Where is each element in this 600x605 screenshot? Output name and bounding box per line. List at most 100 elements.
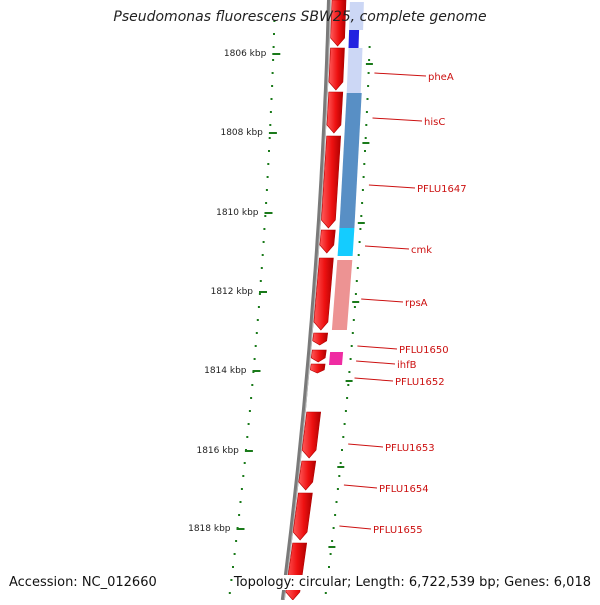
ruler-label: 1812 kbp [211, 287, 254, 297]
gene-arrow [319, 229, 336, 254]
gene-arrow [309, 363, 326, 374]
ruler-tick-dot [273, 33, 275, 35]
ruler-tick-dot [248, 410, 251, 412]
gene-label: PFLU1650 [399, 345, 449, 356]
ruler-tick-dot [246, 436, 249, 438]
ruler-tick-dot [257, 306, 260, 308]
backbone-line [280, 0, 331, 601]
ruler-tick-dot [242, 475, 245, 477]
feature-block [331, 260, 353, 330]
gene-label: ihfB [397, 360, 417, 371]
ruler-tick-dot [230, 579, 233, 581]
ruler-major-tick [244, 450, 253, 452]
inner-tick-dot [349, 358, 352, 360]
inner-tick-dot [365, 124, 368, 126]
inner-tick-dot [356, 267, 359, 269]
accession-label: Accession: NC_012660 [9, 575, 157, 590]
gene-leader-line [361, 298, 404, 303]
ruler-label: 1810 kbp [216, 208, 259, 218]
gene-arrow [330, 0, 347, 47]
gene-arrow [310, 349, 327, 363]
inner-tick-dot [360, 215, 363, 217]
inner-major-tick [328, 546, 336, 548]
gene-leader-line [364, 245, 410, 250]
ruler-tick-dot [238, 514, 241, 516]
ruler-tick-dot [232, 566, 234, 568]
ruler-tick-dot [271, 72, 274, 74]
inner-tick-dot [361, 202, 364, 204]
feature-block [339, 93, 362, 228]
ruler-tick-dot [255, 332, 258, 334]
inner-major-tick [337, 466, 345, 468]
feature-block [337, 228, 355, 256]
gene-label: PFLU1647 [417, 184, 467, 195]
ruler-tick-dot [251, 384, 254, 386]
inner-tick-dot [324, 592, 327, 594]
genome-title: Pseudomonas fluorescens SBW25, complete … [113, 9, 487, 25]
inner-tick-dot [346, 397, 349, 399]
ruler-tick-dot [247, 423, 250, 425]
ruler-tick-dot [265, 189, 268, 191]
ruler-tick-dot [265, 202, 268, 204]
ruler-tick-dot [261, 254, 264, 256]
inner-tick-dot [364, 150, 366, 152]
ruler-label: 1818 kbp [188, 524, 231, 534]
ruler-tick-dot [262, 241, 265, 243]
ruler-tick-dot [233, 553, 236, 555]
ruler-tick-dot [266, 176, 269, 178]
inner-tick-dot [343, 423, 346, 425]
ruler-tick-dot [263, 228, 266, 230]
ruler-label: 1808 kbp [220, 128, 263, 138]
gene-leader-line [354, 377, 394, 382]
ruler-tick-dot [268, 150, 270, 152]
inner-tick-dot [355, 280, 358, 282]
inner-major-tick [357, 222, 365, 224]
inner-tick-dot [328, 566, 330, 568]
feature-block [329, 352, 344, 365]
ruler-tick-dot [228, 592, 231, 594]
gene-leader-line [368, 184, 416, 189]
gene-arrow [292, 492, 313, 541]
gene-arrow [313, 257, 334, 331]
ruler-tick-dot [268, 137, 271, 139]
ruler-tick-dot [254, 345, 257, 347]
ruler-tick-dot [270, 98, 273, 100]
ruler-tick-dot [243, 462, 246, 464]
ruler-tick-dot [260, 267, 263, 269]
inner-tick-dot [329, 553, 332, 555]
ruler-label: 1806 kbp [224, 49, 267, 59]
ruler-tick-dot [259, 280, 262, 282]
ruler-major-tick [252, 370, 261, 372]
ruler-tick-dot [269, 111, 272, 113]
ruler-tick-dot [272, 59, 275, 61]
ruler-major-tick [264, 212, 273, 214]
inner-tick-dot [335, 501, 338, 503]
gene-label: cmk [411, 245, 432, 256]
inner-tick-dot [336, 488, 339, 490]
inner-tick-dot [344, 410, 347, 412]
inner-tick-dot [353, 306, 356, 308]
ruler-tick-dot [267, 163, 270, 165]
gene-label: PFLU1652 [395, 377, 445, 388]
inner-tick-dot [368, 59, 371, 61]
feature-block [349, 2, 364, 30]
inner-tick-dot [350, 345, 353, 347]
ruler-tick-dot [271, 85, 274, 87]
inner-tick-dot [352, 319, 355, 321]
ruler-label: 1816 kbp [196, 446, 239, 456]
ruler-tick-dot [239, 501, 242, 503]
inner-tick-dot [358, 241, 361, 243]
ruler-tick-dot [240, 488, 243, 490]
inner-tick-dot [354, 293, 357, 295]
gene-leader-line [339, 525, 372, 530]
gene-arrow [312, 332, 329, 346]
ruler-tick-dot [264, 215, 267, 217]
ruler-major-tick [259, 291, 267, 293]
inner-tick-dot [348, 371, 351, 373]
ruler-tick-dot [273, 20, 276, 22]
inner-major-tick [345, 380, 353, 382]
ruler-tick-dot [258, 293, 261, 295]
inner-tick-dot [351, 332, 354, 334]
inner-tick-dot [363, 163, 366, 165]
